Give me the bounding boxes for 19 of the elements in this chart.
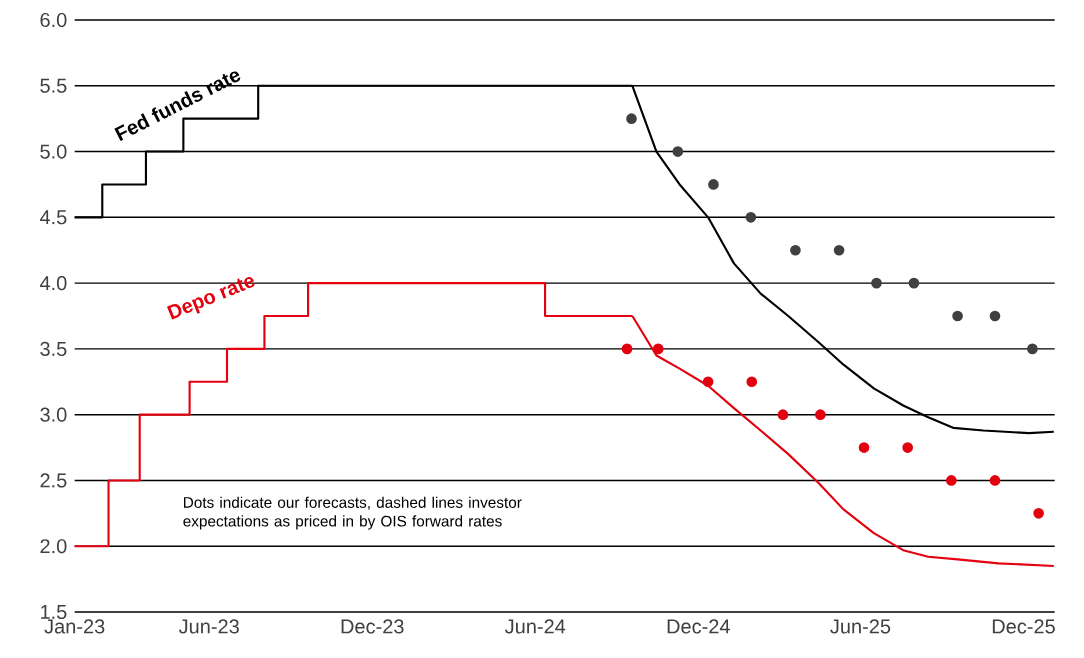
y-tick-label: 3.5 [40,341,67,356]
y-tick-label: 2.5 [40,473,67,488]
x-tick-label: Jun-24 [505,619,566,634]
y-tick-label: 5.0 [40,144,67,159]
y-tick-label: 5.5 [40,78,67,93]
y-tick-label: 1.5 [41,605,67,619]
x-tick-label: Dec-24 [667,619,730,634]
y-tick-label: 3.0 [40,407,67,422]
x-tick-label: Jun-25 [830,619,891,634]
text: Depo rate [167,277,255,320]
y-tick-label: 2.0 [40,539,67,554]
annotation: Dots indicate our forecasts, dashed lines investor expectations as priced in by OIS forward rates [183,496,522,530]
x-tick-label: Jun-23 [178,619,239,634]
x-tick-label: Jan-23 [44,619,105,634]
y-tick-label: 4.5 [39,210,67,225]
y-tick-label: 4.0 [39,276,67,291]
x-tick-label: Dec-25 [992,619,1055,634]
y-tick-label: 6.0 [40,12,67,28]
x-tick-label: Dec-23 [341,619,404,634]
